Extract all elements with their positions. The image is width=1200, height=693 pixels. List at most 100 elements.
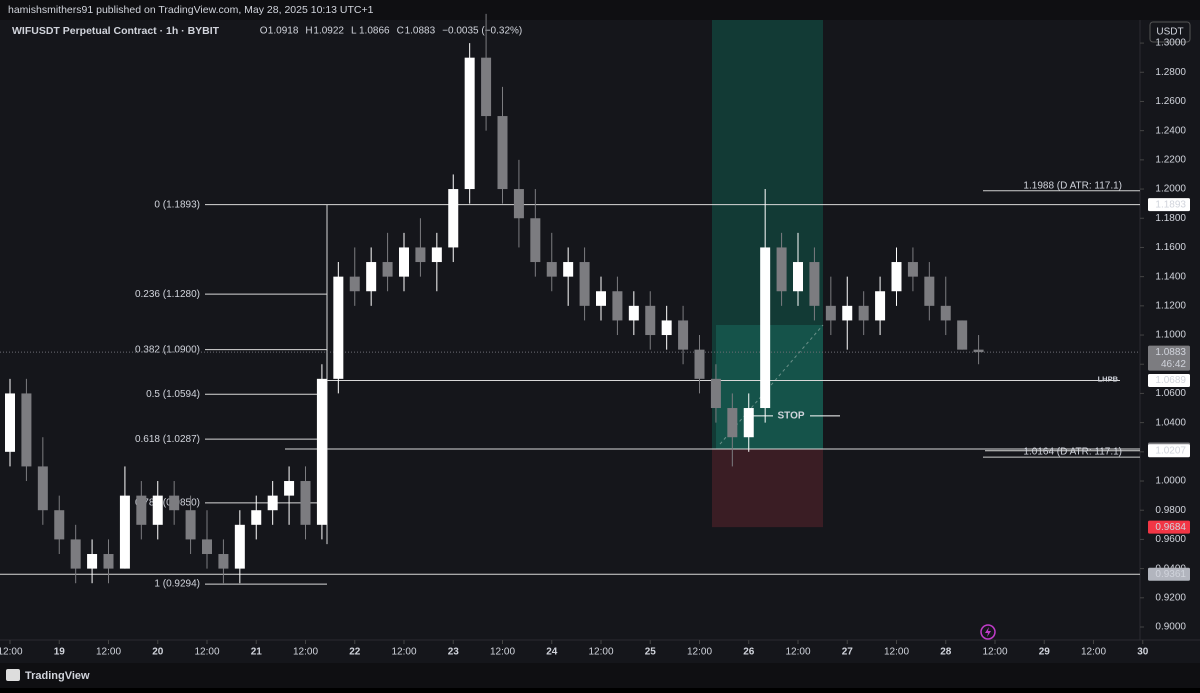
candle-body (382, 262, 393, 277)
candle-body (37, 466, 48, 511)
ohlc-value: 1.0922 (313, 26, 344, 37)
y-tick-label: 1.1800 (1155, 213, 1186, 224)
y-tick-label: 1.2200 (1155, 154, 1186, 165)
y-tick-label: 1.2600 (1155, 96, 1186, 107)
fib-label: 0.5 (1.0594) (146, 389, 200, 400)
fib-label: 0.786 (0.9850) (135, 498, 200, 509)
candle-body (251, 510, 262, 525)
price-tag (1148, 520, 1190, 534)
candle-body (497, 116, 508, 190)
x-tick-label: 12:00 (293, 647, 318, 658)
candle-body (875, 291, 886, 321)
ohlc-label: H (305, 26, 312, 37)
y-tick-label: 0.9600 (1155, 534, 1186, 545)
y-tick-label: 1.1600 (1155, 242, 1186, 253)
y-tick-label: 1.0400 (1155, 417, 1186, 428)
ohlc-label: C (397, 26, 404, 37)
symbol-title: WIFUSDT Perpetual Contract · 1h · BYBIT (12, 25, 220, 37)
candle-body (793, 262, 803, 292)
x-tick-label: 23 (448, 647, 460, 658)
candle-body (464, 57, 475, 190)
price-tag (1148, 444, 1190, 458)
y-tick-label: 1.3000 (1155, 38, 1186, 49)
footer-brand: TradingView (25, 670, 90, 682)
x-tick-label: 12:00 (1081, 647, 1106, 658)
candle-body (21, 393, 32, 467)
y-tick-label: 1.0000 (1155, 476, 1186, 487)
candle-body (678, 320, 689, 350)
candle-body (973, 349, 984, 353)
x-tick-label: 22 (349, 647, 361, 658)
candle-body (645, 305, 656, 336)
candle-body (415, 247, 426, 263)
x-tick-label: 24 (546, 647, 558, 658)
candle-body (727, 408, 738, 438)
fib-label: 0.236 (1.1280) (135, 289, 200, 300)
x-tick-label: 12:00 (982, 647, 1007, 658)
candle-body (907, 262, 918, 277)
candle-body (546, 262, 557, 277)
y-tick-label: 0.9200 (1155, 592, 1186, 603)
price-tag (1148, 198, 1190, 212)
candle-body (596, 291, 606, 306)
x-tick-label: 20 (152, 647, 164, 658)
y-tick-label: 1.2800 (1155, 67, 1186, 78)
currency-button[interactable] (1149, 21, 1191, 43)
y-tick-label: 1.1400 (1155, 271, 1186, 282)
candle-body (399, 247, 409, 277)
x-tick-label: 28 (940, 647, 952, 658)
logo (6, 669, 20, 681)
x-tick-label: 12:00 (687, 647, 712, 658)
price-tag (1148, 345, 1190, 371)
x-tick-label: 12:00 (785, 647, 810, 658)
candle-body (579, 262, 590, 306)
candle-body (760, 247, 771, 409)
candle-body (218, 554, 229, 569)
x-tick-label: 12:00 (884, 647, 909, 658)
candle-body (825, 305, 836, 321)
candle-body (349, 276, 360, 292)
x-tick-label: 30 (1137, 647, 1149, 658)
x-tick-label: 26 (743, 647, 755, 658)
alert-icon (985, 627, 991, 637)
candle-body (185, 510, 196, 540)
fib-label: 0.618 (1.0287) (135, 434, 200, 445)
x-tick-label: 12:00 (0, 647, 23, 658)
y-tick-label: 1.2400 (1155, 125, 1186, 136)
header: hamishsmithers91 published on TradingVie… (8, 4, 374, 16)
x-tick-label: 25 (645, 647, 657, 658)
candle-body (563, 262, 574, 277)
candle-body (858, 305, 869, 321)
fib-label: 0.382 (1.0900) (135, 344, 200, 355)
fib-label: 1 (0.9294) (154, 579, 200, 590)
price-tag (1148, 567, 1190, 581)
candle-body (940, 305, 951, 321)
alert-icon[interactable] (980, 624, 996, 640)
x-tick-label: 12:00 (391, 647, 416, 658)
fib-label: 0 (1.1893) (154, 199, 200, 210)
candle-body (957, 320, 968, 350)
candle-body (5, 393, 15, 452)
candle-body (333, 276, 344, 379)
stop-label: STOP (777, 411, 804, 422)
candle-body (366, 262, 377, 292)
x-tick-label: 12:00 (96, 647, 121, 658)
atr-label: 1.0164 (D ATR: 117.1) (1023, 447, 1122, 458)
candle-body (103, 554, 114, 569)
price-tag-label: 1.1893 (1155, 199, 1186, 210)
currency-label: USDT (1156, 27, 1183, 38)
ohlc-label: O (260, 26, 268, 37)
candle-body (54, 510, 65, 540)
y-tick-label: 1.1200 (1155, 300, 1186, 311)
candle-body (119, 495, 130, 569)
candle-body (234, 524, 245, 569)
candle-body (710, 378, 721, 409)
level-label: LHPB (1098, 374, 1119, 383)
change: −0.0035 (−0.32%) (442, 26, 522, 37)
y-tick-label: 1.0600 (1155, 388, 1186, 399)
candle-body (628, 305, 639, 321)
x-tick-label: 12:00 (490, 647, 515, 658)
y-tick-label: 1.1000 (1155, 330, 1186, 341)
x-tick-label: 21 (251, 647, 263, 658)
candle-body (530, 218, 541, 263)
